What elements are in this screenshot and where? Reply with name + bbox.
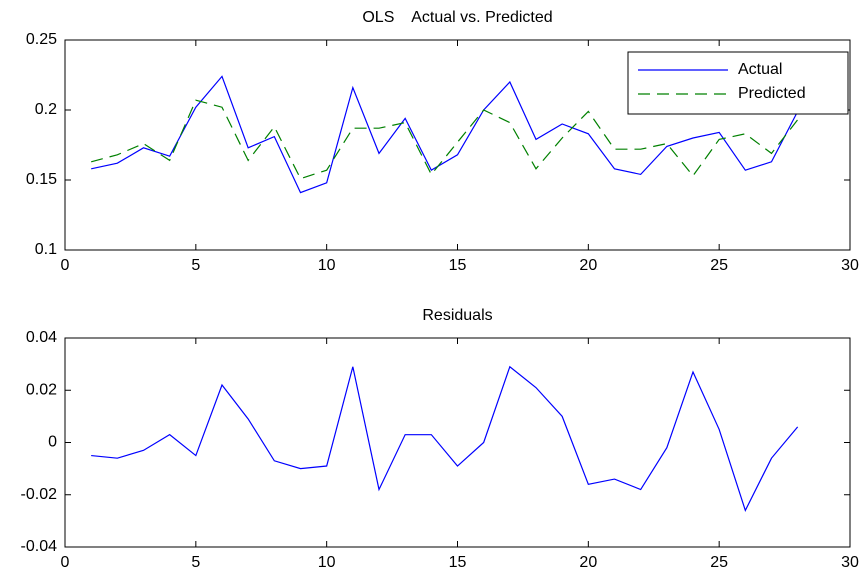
x-tick-label: 25 [710, 554, 728, 571]
y-tick-label: -0.02 [21, 486, 58, 503]
x-tick-label: 20 [579, 257, 597, 274]
x-tick-label: 5 [191, 257, 200, 274]
x-tick-label: 25 [710, 257, 728, 274]
x-tick-label: 10 [318, 554, 336, 571]
x-tick-label: 0 [61, 554, 70, 571]
x-tick-label: 30 [841, 554, 859, 571]
x-tick-label: 15 [449, 554, 467, 571]
legend-box [627, 51, 849, 115]
y-tick-label: 0.2 [35, 101, 57, 118]
y-tick-label: 0.1 [35, 241, 57, 258]
chart-title: OLS Actual vs. Predicted [362, 9, 552, 26]
y-tick-label: -0.04 [21, 538, 58, 555]
x-tick-label: 20 [579, 554, 597, 571]
x-tick-label: 0 [61, 257, 70, 274]
x-tick-label: 15 [449, 257, 467, 274]
legend-label: Actual [738, 61, 782, 78]
x-tick-label: 30 [841, 257, 859, 274]
x-tick-label: 10 [318, 257, 336, 274]
axes-box [64, 337, 851, 548]
y-tick-label: 0 [48, 434, 57, 451]
series-line [91, 365, 799, 513]
y-tick-label: 0.25 [26, 31, 57, 48]
x-tick-label: 5 [191, 554, 200, 571]
y-tick-label: 0.15 [26, 171, 57, 188]
series-line [91, 75, 799, 194]
y-tick-label: 0.02 [26, 381, 57, 398]
chart-title: Residuals [422, 307, 492, 324]
y-tick-label: 0.04 [26, 329, 57, 346]
legend-label: Predicted [738, 85, 806, 102]
